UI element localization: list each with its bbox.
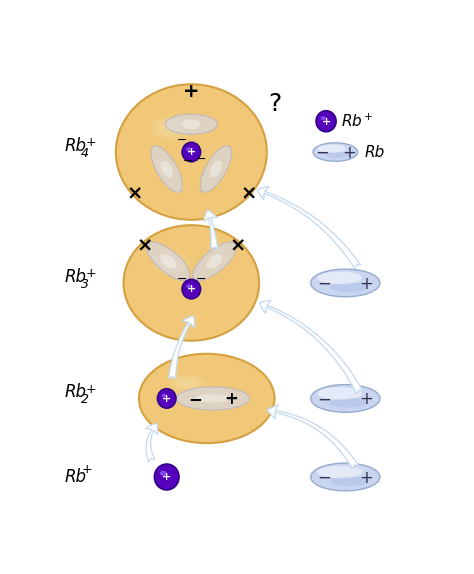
Text: 2: 2	[81, 394, 89, 406]
Ellipse shape	[162, 394, 167, 398]
Ellipse shape	[310, 385, 380, 412]
Ellipse shape	[165, 114, 218, 134]
Ellipse shape	[317, 466, 362, 478]
Ellipse shape	[160, 254, 176, 269]
Ellipse shape	[330, 476, 368, 486]
Ellipse shape	[186, 148, 191, 151]
Ellipse shape	[160, 471, 167, 476]
Text: Rb: Rb	[64, 268, 86, 286]
Text: +: +	[187, 148, 196, 157]
Text: ×: ×	[240, 185, 256, 204]
Text: 3: 3	[81, 278, 89, 291]
Text: Rb: Rb	[64, 383, 86, 401]
Ellipse shape	[317, 145, 346, 153]
Text: Rb$^+$: Rb$^+$	[341, 113, 374, 130]
Text: −: −	[195, 273, 206, 286]
Text: +: +	[162, 472, 171, 482]
Text: −: −	[195, 153, 206, 166]
Ellipse shape	[124, 225, 259, 341]
Text: 4: 4	[81, 147, 89, 160]
Ellipse shape	[158, 121, 182, 136]
Ellipse shape	[155, 464, 179, 490]
Ellipse shape	[195, 394, 231, 402]
Ellipse shape	[317, 387, 362, 400]
Ellipse shape	[184, 381, 191, 385]
Ellipse shape	[182, 280, 201, 299]
Ellipse shape	[182, 119, 201, 129]
Ellipse shape	[151, 146, 182, 192]
Text: −: −	[315, 144, 329, 162]
Ellipse shape	[176, 387, 249, 410]
Text: Rb: Rb	[365, 145, 385, 160]
Ellipse shape	[317, 272, 362, 284]
Ellipse shape	[313, 143, 358, 161]
Text: Rb: Rb	[64, 137, 86, 155]
Text: −: −	[177, 273, 187, 286]
Text: +: +	[359, 390, 373, 408]
Ellipse shape	[180, 379, 195, 386]
Text: +: +	[86, 383, 97, 395]
Text: +: +	[86, 267, 97, 280]
Ellipse shape	[160, 161, 173, 177]
Text: +: +	[162, 394, 171, 404]
Ellipse shape	[325, 152, 350, 158]
Ellipse shape	[210, 161, 222, 177]
Ellipse shape	[201, 146, 232, 192]
Text: −: −	[188, 390, 202, 408]
Ellipse shape	[330, 398, 368, 408]
Ellipse shape	[139, 354, 274, 443]
Ellipse shape	[116, 84, 267, 220]
Ellipse shape	[149, 115, 191, 141]
Text: +: +	[359, 275, 373, 293]
Ellipse shape	[310, 463, 380, 491]
Text: −: −	[318, 390, 331, 408]
Ellipse shape	[165, 258, 180, 267]
Text: +: +	[321, 117, 331, 127]
Text: +: +	[81, 463, 92, 476]
Text: +: +	[342, 144, 356, 162]
Ellipse shape	[173, 376, 203, 390]
Ellipse shape	[169, 261, 176, 265]
Ellipse shape	[162, 123, 179, 134]
Ellipse shape	[166, 126, 174, 131]
Text: ?: ?	[268, 91, 281, 115]
Text: ×: ×	[126, 185, 143, 204]
Ellipse shape	[316, 111, 336, 132]
Ellipse shape	[146, 242, 190, 281]
Ellipse shape	[330, 282, 368, 292]
Ellipse shape	[310, 269, 380, 297]
Text: +: +	[224, 390, 238, 408]
Text: +: +	[187, 285, 196, 294]
Text: Rb: Rb	[64, 468, 86, 486]
Ellipse shape	[154, 252, 191, 274]
Text: +: +	[86, 136, 97, 149]
Ellipse shape	[206, 254, 222, 269]
Text: ×: ×	[137, 236, 153, 255]
Ellipse shape	[169, 374, 206, 391]
Text: +: +	[183, 83, 200, 102]
Ellipse shape	[157, 389, 176, 408]
Ellipse shape	[192, 242, 236, 281]
Ellipse shape	[161, 256, 183, 269]
Text: −: −	[177, 134, 187, 147]
Ellipse shape	[157, 254, 187, 272]
Text: +: +	[359, 469, 373, 487]
Ellipse shape	[186, 284, 191, 288]
Ellipse shape	[182, 142, 201, 162]
Text: −: −	[318, 275, 331, 293]
Text: ×: ×	[229, 236, 246, 255]
Text: −: −	[182, 155, 193, 168]
Text: −: −	[318, 469, 331, 487]
Ellipse shape	[154, 118, 187, 139]
Ellipse shape	[320, 116, 326, 121]
Ellipse shape	[177, 378, 199, 388]
